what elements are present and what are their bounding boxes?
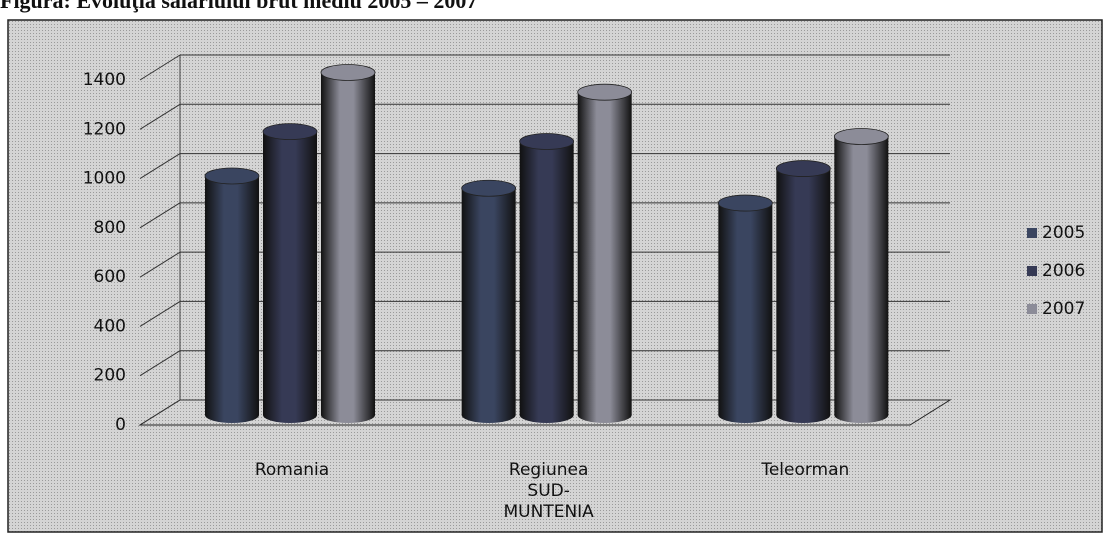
y-tick-label: 200 <box>94 366 126 386</box>
legend-swatch <box>1027 228 1037 238</box>
y-tick-label: 1200 <box>83 119 126 139</box>
cylinder-top <box>775 160 831 177</box>
cylinder-top <box>320 64 376 81</box>
x-tick-label: Regiunea SUD-MUNTENIA <box>503 460 594 522</box>
grid-diagonal <box>139 251 181 278</box>
grid-diagonal <box>139 399 181 426</box>
bar <box>461 188 516 415</box>
bar <box>834 136 889 416</box>
cylinder-top <box>262 123 318 141</box>
x-tick-label: Teleorman <box>761 460 850 480</box>
y-tick-label: 0 <box>115 415 126 435</box>
bar <box>519 141 574 415</box>
grid-diagonal <box>139 54 181 81</box>
bar <box>776 168 831 415</box>
legend-swatch <box>1027 304 1037 314</box>
cylinder-top <box>204 167 260 185</box>
bar <box>205 175 259 415</box>
x-tick-label: Romania <box>254 460 330 480</box>
cylinder-top <box>717 194 773 212</box>
grid-diagonal <box>139 350 181 377</box>
cylinder-top <box>577 83 633 101</box>
grid-diagonal <box>139 301 181 327</box>
cylinder-top <box>833 128 889 145</box>
bar <box>718 203 773 415</box>
y-tick-label: 800 <box>94 218 126 238</box>
y-tick-label: 1000 <box>83 169 126 189</box>
y-tick-label: 1400 <box>83 70 126 90</box>
y-tick-label: 600 <box>94 267 126 287</box>
bar <box>577 92 632 415</box>
bar <box>263 131 317 415</box>
legend-label: 2005 <box>1042 223 1085 243</box>
cylinder-top <box>519 133 575 150</box>
grid-diagonal <box>139 202 181 229</box>
legend-label: 2007 <box>1042 299 1085 319</box>
bar <box>321 72 375 415</box>
grid-diagonal <box>139 153 181 179</box>
legend-label: 2006 <box>1042 261 1085 281</box>
chart-title: Figura: Evoluţia salariului brut mediu 2… <box>0 0 478 13</box>
cylinder-top <box>461 179 517 197</box>
y-tick-label: 400 <box>94 316 126 336</box>
legend-swatch <box>1027 266 1037 276</box>
grid-diagonal <box>139 103 181 130</box>
